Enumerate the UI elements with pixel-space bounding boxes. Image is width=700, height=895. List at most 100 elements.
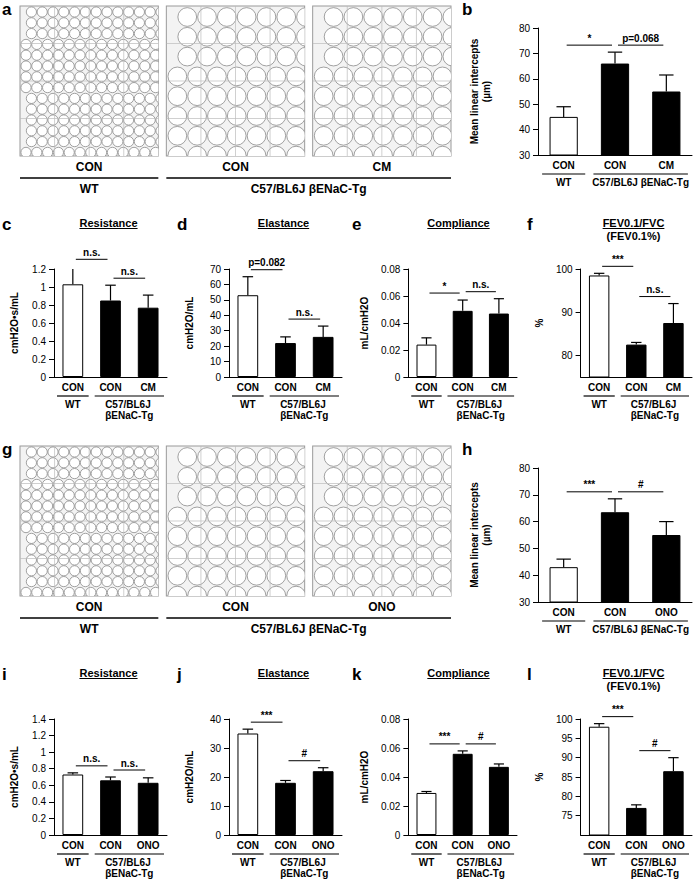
svg-text:*: * bbox=[443, 281, 447, 292]
svg-text:n.s.: n.s. bbox=[472, 279, 489, 290]
svg-text:70: 70 bbox=[519, 48, 531, 59]
svg-text:cmH2O/mL: cmH2O/mL bbox=[184, 751, 195, 804]
svg-text:WT: WT bbox=[419, 399, 435, 410]
svg-text:CON: CON bbox=[625, 382, 647, 393]
svg-text:C57/BL6J βENaC-Tg: C57/BL6J βENaC-Tg bbox=[592, 177, 689, 188]
svg-text:C57/BL6J: C57/BL6J bbox=[457, 857, 505, 868]
svg-text:1.2: 1.2 bbox=[32, 730, 46, 741]
svg-text:WT: WT bbox=[80, 622, 99, 636]
svg-text:CON: CON bbox=[452, 840, 474, 851]
svg-text:n.s.: n.s. bbox=[296, 307, 313, 318]
svg-text:80: 80 bbox=[561, 791, 573, 802]
svg-text:C57/BL6J: C57/BL6J bbox=[457, 399, 505, 410]
svg-text:CON: CON bbox=[222, 600, 249, 614]
svg-text:0.04: 0.04 bbox=[381, 318, 401, 329]
svg-text:βENaC-Tg: βENaC-Tg bbox=[631, 410, 679, 421]
svg-text:40: 40 bbox=[519, 124, 531, 135]
svg-text:100: 100 bbox=[556, 714, 573, 725]
svg-text:βENaC-Tg: βENaC-Tg bbox=[105, 410, 153, 421]
svg-text:80: 80 bbox=[519, 23, 531, 34]
svg-text:mL/cmH2O: mL/cmH2O bbox=[359, 296, 370, 349]
svg-text:WT: WT bbox=[65, 399, 81, 410]
svg-text:0.8: 0.8 bbox=[32, 300, 46, 311]
svg-text:p=0.082: p=0.082 bbox=[248, 257, 285, 268]
svg-text:***: *** bbox=[261, 710, 273, 721]
svg-text:CON: CON bbox=[452, 382, 474, 393]
svg-text:WT: WT bbox=[591, 399, 607, 410]
svg-text:#: # bbox=[652, 738, 658, 749]
svg-text:WT: WT bbox=[65, 857, 81, 868]
svg-text:βENaC-Tg: βENaC-Tg bbox=[631, 868, 679, 879]
svg-text:CON: CON bbox=[553, 607, 575, 618]
svg-text:70: 70 bbox=[519, 489, 531, 500]
svg-text:20: 20 bbox=[210, 341, 222, 352]
svg-text:0: 0 bbox=[40, 830, 46, 841]
svg-text:0: 0 bbox=[215, 830, 221, 841]
svg-text:n.s.: n.s. bbox=[121, 758, 138, 769]
svg-text:30: 30 bbox=[210, 743, 222, 754]
svg-text:***: *** bbox=[612, 704, 624, 715]
svg-text:10: 10 bbox=[210, 801, 222, 812]
svg-text:CON: CON bbox=[415, 382, 437, 393]
svg-text:CM: CM bbox=[666, 382, 682, 393]
svg-text:C57/BL6J: C57/BL6J bbox=[105, 857, 153, 868]
svg-text:CON: CON bbox=[604, 607, 626, 618]
svg-text:CM: CM bbox=[140, 382, 156, 393]
svg-text:CON: CON bbox=[604, 160, 626, 171]
svg-text:C57/BL6J: C57/BL6J bbox=[631, 857, 679, 868]
svg-text:1.2: 1.2 bbox=[32, 264, 46, 275]
svg-text:p=0.068: p=0.068 bbox=[622, 33, 659, 44]
svg-text:n.s.: n.s. bbox=[83, 247, 100, 258]
svg-text:#: # bbox=[638, 479, 644, 490]
svg-text:βENaC-Tg: βENaC-Tg bbox=[457, 868, 505, 879]
svg-text:Mean linear intercepts: Mean linear intercepts bbox=[469, 38, 480, 144]
svg-text:CM: CM bbox=[315, 382, 331, 393]
svg-text:0: 0 bbox=[40, 372, 46, 383]
svg-text:CON: CON bbox=[553, 160, 575, 171]
svg-text:ONO: ONO bbox=[137, 840, 160, 851]
svg-text:40: 40 bbox=[210, 310, 222, 321]
svg-text:90: 90 bbox=[561, 307, 573, 318]
svg-text:60: 60 bbox=[519, 73, 531, 84]
svg-text:0.08: 0.08 bbox=[381, 264, 401, 275]
svg-text:60: 60 bbox=[210, 279, 222, 290]
svg-text:ONO: ONO bbox=[488, 840, 511, 851]
svg-text:0.06: 0.06 bbox=[381, 743, 401, 754]
svg-text:100: 100 bbox=[556, 264, 573, 275]
svg-text:0.8: 0.8 bbox=[32, 763, 46, 774]
svg-text:***: *** bbox=[612, 254, 624, 265]
svg-text:n.s.: n.s. bbox=[646, 284, 663, 295]
svg-text:95: 95 bbox=[561, 733, 573, 744]
svg-text:80: 80 bbox=[519, 463, 531, 474]
svg-text:βENaC-Tg: βENaC-Tg bbox=[457, 410, 505, 421]
svg-text:CON: CON bbox=[62, 840, 84, 851]
svg-text:(µm): (µm) bbox=[481, 81, 492, 102]
svg-text:30: 30 bbox=[210, 325, 222, 336]
svg-text:***: *** bbox=[583, 479, 595, 490]
svg-text:0.2: 0.2 bbox=[32, 354, 46, 365]
svg-text:20: 20 bbox=[210, 772, 222, 783]
svg-text:cmH2O•s/mL: cmH2O•s/mL bbox=[9, 746, 20, 808]
svg-text:0.02: 0.02 bbox=[381, 345, 401, 356]
svg-text:0: 0 bbox=[395, 830, 401, 841]
svg-text:CON: CON bbox=[588, 840, 610, 851]
svg-text:CON: CON bbox=[62, 382, 84, 393]
svg-text:85: 85 bbox=[561, 772, 573, 783]
svg-text:%: % bbox=[534, 318, 545, 327]
svg-text:CON: CON bbox=[415, 840, 437, 851]
svg-text:WT: WT bbox=[591, 857, 607, 868]
svg-text:30: 30 bbox=[519, 150, 531, 161]
svg-text:0: 0 bbox=[395, 372, 401, 383]
svg-text:cmH2O•s/mL: cmH2O•s/mL bbox=[9, 292, 20, 354]
svg-text:0.02: 0.02 bbox=[381, 801, 401, 812]
svg-text:C57/BL6J βENaC-Tg: C57/BL6J βENaC-Tg bbox=[251, 622, 367, 636]
svg-text:90: 90 bbox=[561, 752, 573, 763]
svg-text:0.2: 0.2 bbox=[32, 813, 46, 824]
svg-text:60: 60 bbox=[519, 516, 531, 527]
svg-text:CON: CON bbox=[222, 160, 249, 174]
svg-text:CM: CM bbox=[491, 382, 507, 393]
svg-text:cmH2O/mL: cmH2O/mL bbox=[184, 297, 195, 350]
svg-text:C57/BL6J: C57/BL6J bbox=[280, 857, 328, 868]
svg-text:%: % bbox=[534, 772, 545, 781]
svg-text:0.08: 0.08 bbox=[381, 714, 401, 725]
